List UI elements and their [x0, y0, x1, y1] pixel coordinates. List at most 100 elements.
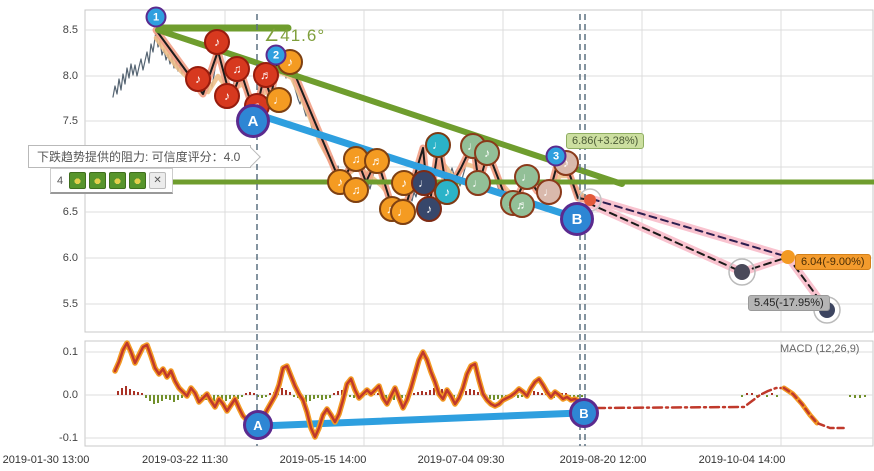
confidence-score-value: 4 — [57, 174, 64, 187]
macd-histogram-bar — [241, 395, 243, 397]
macd-histogram-bar — [293, 395, 295, 397]
macd-histogram-bar — [221, 395, 223, 400]
macd-histogram-bar — [377, 393, 379, 395]
macd-histogram-bar — [854, 395, 856, 398]
macd-histogram-bar — [561, 393, 563, 395]
macd-histogram-bar — [153, 395, 155, 404]
note-marker-red[interactable]: ♪ — [204, 29, 230, 55]
macd-histogram-bar — [353, 395, 355, 398]
macd-histogram-bar — [751, 393, 753, 395]
point-marker-A[interactable]: A — [243, 410, 273, 440]
price-y-tick: 6.0 — [62, 252, 78, 264]
point-marker-B[interactable]: B — [560, 202, 594, 236]
macd-histogram-bar — [321, 395, 323, 400]
x-tick: 2019-10-04 14:00 — [698, 454, 786, 466]
note-marker-sage[interactable]: ♬ — [509, 192, 535, 218]
macd-histogram-bar — [573, 395, 575, 397]
forecast-dot[interactable] — [734, 264, 750, 280]
macd-histogram-bar — [385, 395, 387, 399]
macd-histogram-bar — [417, 392, 419, 395]
macd-histogram-bar — [225, 395, 227, 401]
macd-histogram-bar — [517, 395, 519, 398]
macd-histogram-bar — [229, 395, 231, 399]
wave-number-marker[interactable]: 1 — [145, 6, 167, 28]
wave-number-marker[interactable]: 2 — [265, 44, 287, 66]
macd-histogram-bar — [173, 395, 175, 402]
macd-histogram-bar — [469, 389, 471, 395]
note-marker-sage[interactable]: ♪ — [474, 140, 500, 166]
macd-histogram-bar — [261, 395, 263, 398]
series-trend-blue-macd — [257, 409, 584, 430]
note-marker-red[interactable]: ♪ — [185, 66, 211, 92]
macd-indicator-label: MACD (12,26,9) — [780, 343, 860, 355]
bull-rating-icon — [129, 172, 147, 189]
macd-histogram-bar — [117, 391, 119, 395]
macd-histogram-bar — [285, 390, 287, 395]
note-marker-cyan[interactable]: ♪ — [434, 179, 460, 205]
series-downtrend-green — [155, 27, 625, 187]
price-y-tick: 7.5 — [62, 115, 78, 127]
macd-histogram-bar — [149, 395, 151, 401]
macd-histogram-bar — [565, 393, 567, 395]
macd-histogram-bar — [145, 395, 147, 398]
series-macd-line — [113, 341, 588, 439]
macd-histogram-bar — [493, 395, 495, 400]
macd-histogram-bar — [421, 391, 423, 395]
point-marker-B[interactable]: B — [569, 398, 599, 428]
macd-histogram-bar — [161, 395, 163, 401]
forecast-dot[interactable] — [584, 194, 596, 206]
x-tick: 2019-07-04 09:30 — [417, 454, 505, 466]
note-marker-orange[interactable]: ♩ — [266, 87, 292, 113]
macd-histogram-bar — [121, 388, 123, 395]
note-marker-tan[interactable]: ♩ — [536, 179, 562, 205]
note-marker-red[interactable]: ♪ — [214, 83, 240, 109]
note-marker-orange[interactable]: ♫ — [343, 177, 369, 203]
point-marker-A[interactable]: A — [236, 104, 270, 138]
macd-histogram-bar — [341, 390, 343, 395]
macd-histogram-bar — [129, 389, 131, 395]
x-tick: 2019-01-30 13:00 — [2, 454, 90, 466]
macd-histogram-bar — [257, 395, 259, 397]
macd-y-tick: 0.0 — [62, 389, 78, 401]
macd-histogram-bar — [141, 393, 143, 395]
macd-histogram-bar — [441, 389, 443, 395]
note-marker-orange[interactable]: ♩ — [390, 199, 416, 225]
note-marker-red[interactable]: ♬ — [253, 62, 279, 88]
macd-histogram-bar — [771, 393, 773, 395]
macd-histogram-bar — [465, 391, 467, 395]
macd-y-tick: -0.1 — [59, 432, 78, 444]
note-marker-sage[interactable]: ♩ — [514, 164, 540, 190]
macd-histogram-bar — [137, 392, 139, 395]
bull-rating-icon — [89, 172, 107, 189]
price-y-tick: 8.0 — [62, 70, 78, 82]
macd-histogram-bar — [859, 395, 861, 398]
macd-histogram-bar — [281, 388, 283, 395]
note-marker-navy[interactable]: ♩ — [411, 170, 437, 196]
bull-rating-icon — [69, 172, 87, 189]
macd-histogram-bar — [849, 395, 851, 397]
macd-histogram-bar — [537, 392, 539, 395]
note-marker-red[interactable]: ♫ — [224, 56, 250, 82]
series-forecast-halo-lower — [584, 199, 792, 276]
forecast-dot[interactable] — [781, 250, 795, 264]
macd-histogram-bar — [289, 392, 291, 395]
macd-histogram-bar — [333, 393, 335, 395]
macd-histogram-bar — [245, 393, 247, 395]
macd-histogram-bar — [309, 395, 311, 401]
macd-histogram-bar — [766, 395, 768, 397]
note-marker-cyan[interactable]: ♩ — [425, 132, 451, 158]
macd-histogram-bar — [577, 395, 579, 397]
price-label: 6.86(+3.28%) — [566, 133, 645, 149]
macd-histogram-bar — [433, 388, 435, 395]
series-forecast-dash-upper — [591, 198, 789, 258]
macd-histogram-bar — [425, 392, 427, 395]
note-marker-sage[interactable]: ♩ — [465, 170, 491, 196]
score-icons: ✕ — [66, 172, 167, 189]
note-marker-orange[interactable]: ♬ — [364, 148, 390, 174]
macd-histogram-bar — [317, 395, 319, 398]
bull-rating-icon-disabled: ✕ — [149, 172, 167, 189]
macd-histogram-bar — [533, 391, 535, 395]
macd-histogram-bar — [125, 386, 127, 395]
wave-number-marker[interactable]: 3 — [545, 145, 567, 167]
